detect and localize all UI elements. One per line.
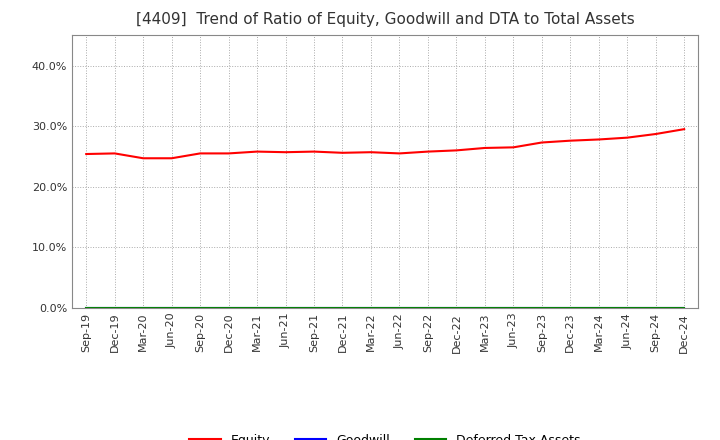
Equity xyxy=(139,156,148,161)
Deferred Tax Assets xyxy=(110,305,119,311)
Deferred Tax Assets xyxy=(366,305,375,311)
Line: Equity: Equity xyxy=(86,129,684,158)
Equity xyxy=(537,140,546,145)
Equity xyxy=(196,151,204,156)
Deferred Tax Assets xyxy=(395,305,404,311)
Equity xyxy=(595,137,603,142)
Deferred Tax Assets xyxy=(338,305,347,311)
Deferred Tax Assets xyxy=(537,305,546,311)
Goodwill xyxy=(282,305,290,311)
Goodwill xyxy=(537,305,546,311)
Deferred Tax Assets xyxy=(509,305,518,311)
Equity xyxy=(452,148,461,153)
Goodwill xyxy=(452,305,461,311)
Goodwill xyxy=(253,305,261,311)
Equity xyxy=(338,150,347,155)
Equity xyxy=(366,150,375,155)
Deferred Tax Assets xyxy=(282,305,290,311)
Goodwill xyxy=(366,305,375,311)
Goodwill xyxy=(680,305,688,311)
Deferred Tax Assets xyxy=(423,305,432,311)
Goodwill xyxy=(225,305,233,311)
Goodwill xyxy=(82,305,91,311)
Equity xyxy=(225,151,233,156)
Equity xyxy=(680,127,688,132)
Equity xyxy=(480,145,489,150)
Equity xyxy=(82,151,91,157)
Goodwill xyxy=(310,305,318,311)
Deferred Tax Assets xyxy=(595,305,603,311)
Deferred Tax Assets xyxy=(82,305,91,311)
Equity xyxy=(282,150,290,155)
Deferred Tax Assets xyxy=(623,305,631,311)
Equity xyxy=(110,151,119,156)
Goodwill xyxy=(395,305,404,311)
Legend: Equity, Goodwill, Deferred Tax Assets: Equity, Goodwill, Deferred Tax Assets xyxy=(184,429,586,440)
Equity xyxy=(566,138,575,143)
Deferred Tax Assets xyxy=(652,305,660,311)
Deferred Tax Assets xyxy=(680,305,688,311)
Deferred Tax Assets xyxy=(566,305,575,311)
Deferred Tax Assets xyxy=(139,305,148,311)
Goodwill xyxy=(423,305,432,311)
Equity xyxy=(652,132,660,137)
Deferred Tax Assets xyxy=(196,305,204,311)
Goodwill xyxy=(480,305,489,311)
Deferred Tax Assets xyxy=(480,305,489,311)
Goodwill xyxy=(338,305,347,311)
Goodwill xyxy=(509,305,518,311)
Goodwill xyxy=(110,305,119,311)
Equity xyxy=(423,149,432,154)
Deferred Tax Assets xyxy=(452,305,461,311)
Deferred Tax Assets xyxy=(167,305,176,311)
Equity xyxy=(310,149,318,154)
Goodwill xyxy=(566,305,575,311)
Deferred Tax Assets xyxy=(310,305,318,311)
Deferred Tax Assets xyxy=(253,305,261,311)
Goodwill xyxy=(652,305,660,311)
Goodwill xyxy=(167,305,176,311)
Equity xyxy=(253,149,261,154)
Goodwill xyxy=(196,305,204,311)
Equity xyxy=(395,151,404,156)
Equity xyxy=(509,145,518,150)
Equity xyxy=(167,156,176,161)
Deferred Tax Assets xyxy=(225,305,233,311)
Title: [4409]  Trend of Ratio of Equity, Goodwill and DTA to Total Assets: [4409] Trend of Ratio of Equity, Goodwil… xyxy=(136,12,634,27)
Equity xyxy=(623,135,631,140)
Goodwill xyxy=(623,305,631,311)
Goodwill xyxy=(595,305,603,311)
Goodwill xyxy=(139,305,148,311)
